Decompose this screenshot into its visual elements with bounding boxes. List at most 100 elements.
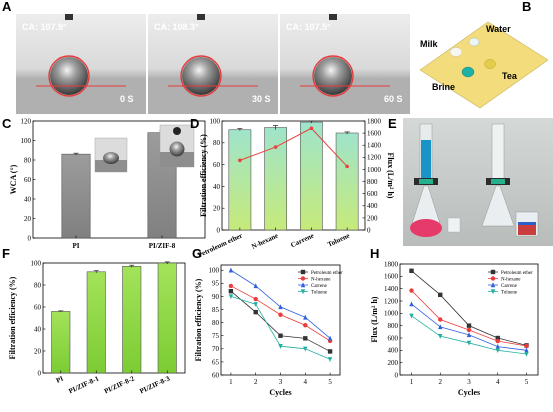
inset-photo-pi-surface	[95, 160, 127, 172]
membrane-right	[491, 179, 505, 184]
marker-circle	[303, 323, 308, 328]
panel-label-e: E	[388, 116, 397, 131]
tea-droplet	[484, 59, 496, 69]
y-tick-label: 40	[213, 183, 221, 191]
marker-triangle-down	[327, 357, 333, 362]
marker-square	[327, 349, 333, 354]
x-tick-label: 1	[410, 378, 414, 386]
marker-circle	[438, 317, 443, 322]
y2-tick-label: 800	[367, 178, 378, 186]
flux-point	[309, 126, 314, 131]
panel-d: D 0 20 40 60 80 100 Filtration efficiency (%) P…	[190, 116, 395, 259]
panel-e: E	[388, 116, 553, 246]
panel-label-h: H	[370, 246, 379, 261]
legend-label: Carrene	[311, 284, 328, 289]
y-tick-label: 80	[213, 139, 221, 147]
y-tick-label: 40	[34, 325, 42, 333]
milk-label: Milk	[420, 39, 438, 49]
marker-triangle-down	[409, 313, 414, 319]
panel-c: C 0 20 40 60 80 100 120 WCA (°) PI PI/ZIF-8	[2, 116, 206, 250]
bar	[61, 153, 91, 239]
y-tick-label: 85	[212, 306, 220, 314]
flux-point	[273, 145, 278, 149]
contact-angle-fit-circle	[48, 55, 90, 97]
series-line	[230, 290, 331, 352]
tea-label: Tea	[502, 71, 518, 81]
marker-triangle	[495, 343, 500, 349]
y-tick-label: 65	[212, 358, 220, 366]
contact-angle-value: CA: 108.3°	[154, 22, 199, 32]
y-tick-label: 200	[388, 359, 399, 367]
marker-triangle-down	[524, 351, 529, 357]
inset-photo-zif-surface	[160, 152, 194, 167]
marker-square	[228, 288, 234, 294]
legend-label: Carrene	[501, 284, 518, 289]
marker-triangle	[253, 283, 258, 289]
legend-label: Petroleum ether	[501, 271, 533, 276]
legend-marker	[490, 289, 496, 295]
marker-triangle-down	[466, 340, 472, 346]
panel-label-b: B	[522, 0, 531, 14]
legend-label: N-hexane	[311, 277, 331, 282]
contact-angle-value: CA: 107.5°	[286, 22, 331, 32]
bar	[122, 265, 142, 374]
beaker-small	[447, 217, 461, 233]
marker-triangle	[278, 304, 283, 310]
marker-triangle	[466, 332, 472, 338]
marker-triangle-down	[303, 346, 308, 352]
marker-square	[409, 268, 414, 273]
y-tick-label: 20	[34, 347, 42, 355]
milk-droplet	[449, 47, 463, 57]
contact-angle-value: CA: 107.9°	[22, 22, 67, 32]
x-tick-label: PI	[55, 374, 65, 384]
brine-label: Brine	[432, 82, 455, 92]
y-tick-label: 120	[21, 117, 32, 125]
y-tick-label: 80	[212, 319, 220, 327]
y2-tick-label: 1400	[367, 142, 382, 150]
panel-g: G 60 65 70 75 80 85 90 95 100 Filtration efficien…	[192, 246, 343, 397]
x-tick-label: PI/ZIF-8	[149, 242, 176, 250]
marker-circle	[524, 343, 529, 349]
inset-droplet-photos	[94, 124, 195, 173]
legend-marker	[300, 269, 306, 275]
y2-tick-label: 1200	[367, 154, 382, 162]
y-tick-label: 0	[28, 234, 32, 242]
membrane-left	[419, 179, 433, 184]
x-tick-label: PI/ZIF-8-2	[103, 374, 136, 395]
y-tick-label: 100	[209, 267, 220, 275]
x-tick-label: Carrene	[289, 232, 315, 250]
marker-circle	[228, 283, 234, 289]
y-tick-label: 20	[24, 215, 32, 223]
needle	[329, 14, 337, 20]
water-droplet	[182, 57, 220, 95]
bar	[86, 271, 106, 374]
x-tick-label: 5	[525, 378, 529, 386]
y-tick-label: 1000	[384, 310, 399, 318]
y-tick-label: 800	[388, 322, 399, 330]
x-tick-label: 2	[439, 378, 443, 386]
contact-angle-photos: CA: 107.9° 0 S CA: 108.3° 30 S CA: 107.5° 60 …	[16, 14, 410, 114]
y-tick-label: 60	[34, 303, 42, 311]
y-tick-label: 0	[217, 226, 221, 234]
y-axis-label: Filtration efficiency (%)	[8, 276, 17, 359]
legend-marker	[300, 276, 306, 281]
y-tick-label: 100	[210, 117, 221, 125]
y-tick-label: 60	[24, 176, 32, 184]
panel-a: A CA: 107.9° 0 S CA: 108.3° 30 S CA: 107.5° 6…	[2, 0, 410, 114]
legend-marker	[490, 276, 496, 281]
legend-marker	[490, 269, 496, 275]
x-tick-label: 4	[496, 378, 500, 386]
water-droplet	[314, 57, 352, 95]
time-label: 60 S	[384, 94, 403, 104]
y-tick-label: 80	[34, 281, 42, 289]
inset-droplet-zif	[169, 141, 185, 157]
chart-filtration-flux: 0 20 40 60 80 100 Filtration efficiency (%) Pet…	[197, 117, 395, 259]
x-tick-label: PI	[73, 242, 80, 250]
membrane-sheet	[419, 21, 549, 109]
y-tick-label: 75	[212, 332, 220, 340]
marker-circle	[253, 296, 258, 302]
x-tick-label: 3	[279, 378, 283, 386]
marker-triangle	[409, 301, 414, 307]
